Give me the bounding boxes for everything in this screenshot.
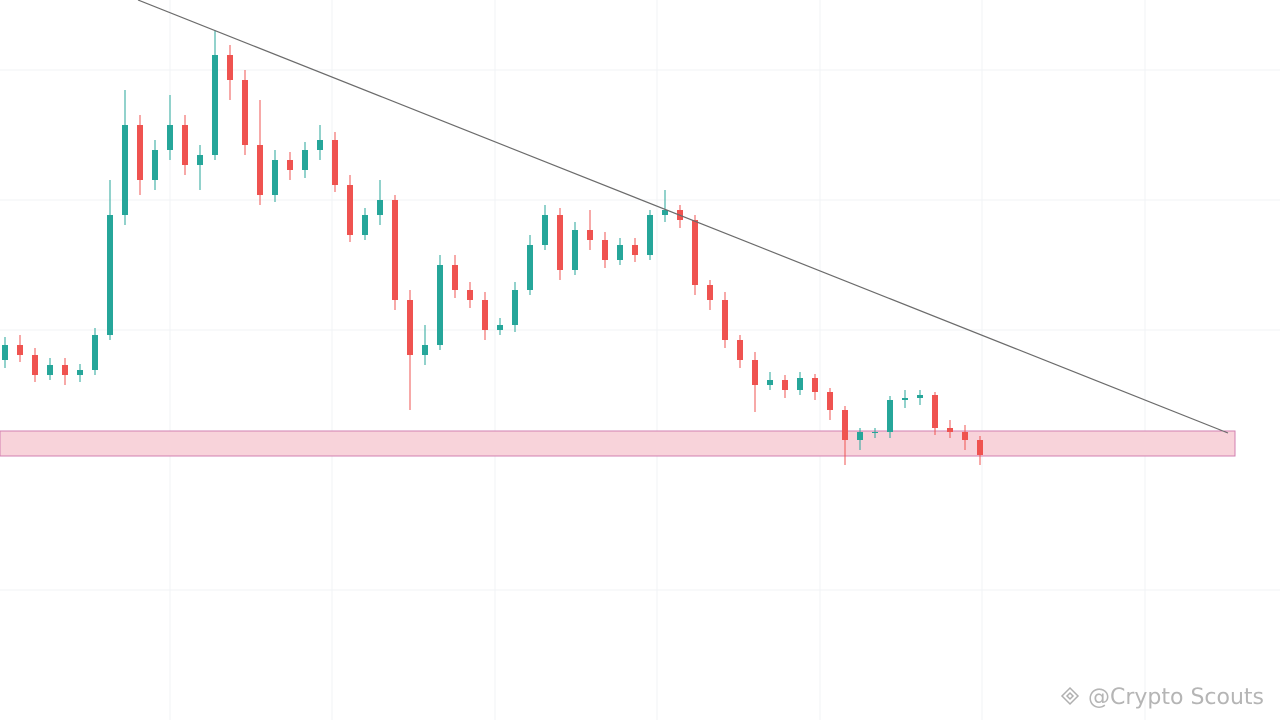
candle-body [662,210,668,215]
candle-body [932,395,938,428]
candle-body [362,215,368,235]
watermark-text: @Crypto Scouts [1088,685,1264,710]
candle-body [917,395,923,398]
candle-body [77,370,83,375]
candle-body [422,345,428,355]
candle-body [497,325,503,330]
candle-body [977,440,983,455]
candle-body [452,265,458,290]
candle-body [107,215,113,335]
candle-body [62,365,68,375]
candle-body [17,345,23,355]
candle-body [872,432,878,433]
candle-body [137,125,143,180]
candle-body [242,80,248,145]
candle-body [332,140,338,185]
candle-body [857,432,863,440]
candle-body [212,55,218,155]
candle-body [32,355,38,375]
candle-body [812,378,818,392]
candles [2,30,983,465]
candle-body [842,410,848,440]
candle-body [392,200,398,300]
candle-body [782,380,788,390]
watermark: @Crypto Scouts [1060,685,1264,710]
candle-body [152,150,158,180]
candle-body [167,125,173,150]
candle-body [302,150,308,170]
trend-line [137,0,1229,434]
candle-body [407,300,413,355]
candle-body [482,300,488,330]
candle-body [902,398,908,400]
candle-body [692,220,698,285]
support-zone [0,430,1236,457]
candle-body [722,300,728,340]
candle-body [437,265,443,345]
candle-body [527,245,533,290]
candle-body [887,400,893,432]
candle-body [92,335,98,370]
candle-body [767,380,773,385]
candle-body [647,215,653,255]
candle-body [602,240,608,260]
candle-body [197,155,203,165]
candle-body [752,360,758,385]
candle-body [557,215,563,270]
candle-body [587,230,593,240]
candle-body [257,145,263,195]
candle-body [272,160,278,195]
candle-body [542,215,548,245]
candle-body [737,340,743,360]
candle-body [347,185,353,235]
candle-body [707,285,713,300]
watermark-icon [1060,686,1080,706]
candle-body [572,230,578,270]
candle-body [617,245,623,260]
candle-body [182,125,188,165]
candle-body [467,290,473,300]
candle-body [122,125,128,215]
candle-body [377,200,383,215]
candle-body [632,245,638,255]
candle-body [2,345,8,360]
candle-body [317,140,323,150]
candle-body [47,365,53,375]
candle-body [962,432,968,440]
candle-body [287,160,293,170]
candle-body [947,428,953,432]
support-zone-layer [0,430,1236,457]
candle-body [512,290,518,325]
candle-body [227,55,233,80]
candle-body [827,392,833,410]
candle-body [797,378,803,390]
